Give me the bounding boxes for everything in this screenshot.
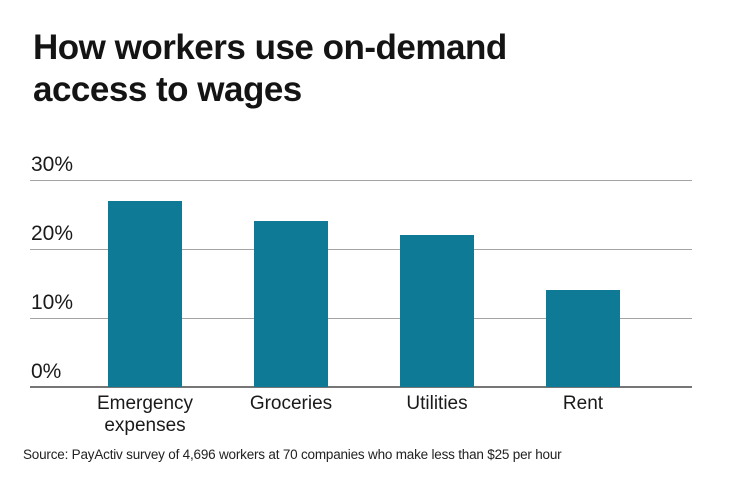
- gridline-10: [30, 317, 692, 319]
- bar-rent: [546, 290, 620, 387]
- bar-utilities: [400, 235, 474, 387]
- x-axis-label-emergency-expenses: Emergency expenses: [96, 393, 194, 436]
- y-tick-label-10: 10%: [31, 291, 74, 314]
- bar-emergency-expenses: [108, 200, 182, 387]
- x-axis-label-utilities: Utilities: [406, 393, 468, 414]
- chart-title-line-2: access to wages: [33, 70, 302, 109]
- y-tick-label-0: 0%: [31, 360, 62, 383]
- x-axis-label-rent: Rent: [562, 393, 604, 414]
- source-note: Source: PayActiv survey of 4,696 workers…: [23, 447, 562, 462]
- y-tick-label-30: 30%: [31, 153, 74, 176]
- bar-groceries: [254, 221, 328, 387]
- chart-title-line-1: How workers use on-demand: [33, 28, 507, 67]
- x-axis-label-groceries: Groceries: [249, 393, 333, 414]
- gridline-20: [30, 248, 692, 250]
- y-tick-label-20: 20%: [31, 222, 74, 245]
- x-axis-line: [30, 386, 692, 388]
- chart-title: How workers use on-demand access to wage…: [33, 27, 507, 111]
- gridline-30: [30, 179, 692, 181]
